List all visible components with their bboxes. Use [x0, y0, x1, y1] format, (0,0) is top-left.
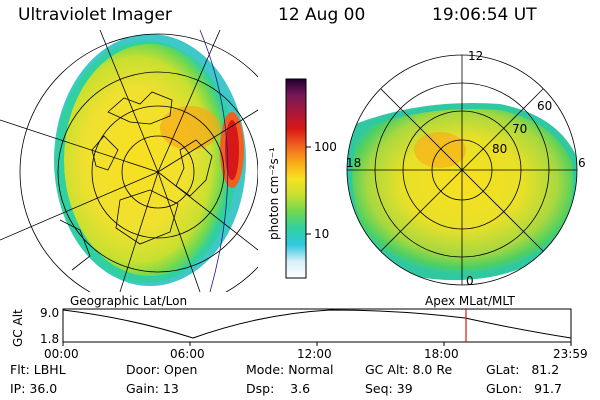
colorbar-label-100: 100 — [314, 140, 337, 154]
observation-date: 12 Aug 00 — [278, 5, 366, 25]
altitude-xtick-1200: 12:00 — [297, 347, 332, 361]
mlt-spokes — [347, 55, 577, 285]
info-ip: IP: 36.0 — [10, 381, 58, 396]
altitude-xtick-0000: 00:00 — [44, 347, 79, 361]
latitude-grid — [19, 33, 258, 292]
apex-caption: Apex MLat/MLT — [425, 294, 515, 308]
info-glat: GLat: 81.2 — [486, 362, 560, 377]
altitude-ytick-9: 9.0 — [40, 306, 59, 320]
mlat-label-80: 80 — [492, 142, 507, 156]
colorbar-label-10: 10 — [314, 227, 329, 241]
geographic-caption: Geographic Lat/Lon — [70, 294, 187, 308]
info-flt: Flt: LBHL — [10, 362, 66, 377]
mlat-label-60: 60 — [537, 99, 552, 113]
altitude-xtick-2359: 23:59 — [553, 347, 588, 361]
altitude-x-ticks — [62, 342, 572, 346]
mlt-label-0: 0 — [466, 274, 474, 288]
info-seq: Seq: 39 — [365, 381, 413, 396]
bright-patch — [160, 106, 220, 150]
terminator-line — [199, 30, 229, 292]
altitude-xtick-0600: 06:00 — [170, 347, 205, 361]
longitude-grid — [0, 30, 258, 292]
coastline-greenland — [107, 91, 173, 125]
apex-polar-plot: 12 18 6 0 60 70 80 — [346, 49, 586, 288]
mlt-label-12: 12 — [468, 49, 483, 63]
instrument-title: Ultraviolet Imager — [18, 5, 172, 25]
coastline-siberia — [115, 189, 179, 245]
coastline-arctic-islands — [91, 135, 119, 171]
mlt-label-6: 6 — [578, 156, 586, 170]
colorbar-unit-label: photon cm⁻²s⁻¹ — [267, 147, 281, 240]
mlat-label-70: 70 — [512, 122, 527, 136]
info-gc-alt: GC Alt: 8.0 Re — [365, 362, 453, 377]
auroral-oval-left — [64, 44, 236, 276]
altitude-ytick-1-8: 1.8 — [40, 332, 59, 346]
info-door: Door: Open — [126, 362, 198, 377]
altitude-plot-frame — [62, 308, 572, 343]
dayside-brightening-red — [225, 120, 239, 180]
altitude-plot: 9.0 1.8 GC Alt 00:00 06:00 12:00 18:00 2… — [11, 306, 588, 361]
colorbar-scale — [285, 78, 307, 279]
info-dsp: Dsp: 3.6 — [246, 381, 311, 396]
auroral-oval-right — [352, 108, 574, 275]
info-glon: GLon: 91.7 — [486, 381, 562, 396]
altitude-xtick-1800: 18:00 — [424, 347, 459, 361]
colorbar: 100 10 photon cm⁻²s⁻¹ — [267, 78, 337, 279]
coastline-scandinavia — [175, 139, 213, 197]
geographic-image — [0, 30, 258, 292]
observation-time: 19:06:54 UT — [432, 5, 537, 25]
altitude-curve — [62, 309, 572, 339]
info-mode: Mode: Normal — [246, 362, 334, 377]
coastline-alaska — [59, 219, 91, 271]
info-gain: Gain: 13 — [126, 381, 179, 396]
mlt-label-18: 18 — [346, 156, 361, 170]
altitude-ylabel: GC Alt — [11, 309, 25, 347]
